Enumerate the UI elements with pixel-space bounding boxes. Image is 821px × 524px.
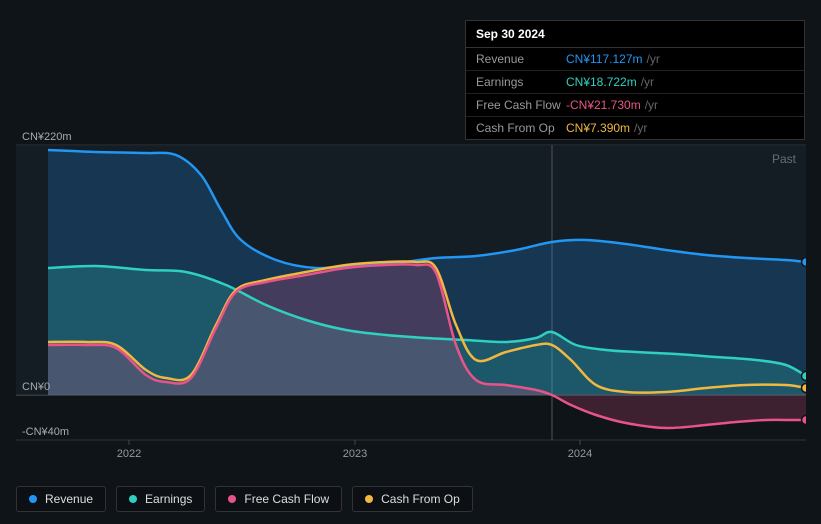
- tooltip-row-unit: /yr: [645, 98, 658, 112]
- x-axis-label: 2022: [117, 448, 141, 460]
- series-marker: [802, 416, 807, 425]
- legend-label: Cash From Op: [381, 492, 460, 506]
- tooltip-row-label: Free Cash Flow: [476, 98, 566, 112]
- tooltip-row-unit: /yr: [641, 75, 654, 89]
- chart-plot: [16, 120, 806, 450]
- chart-container: Past CN¥220mCN¥0-CN¥40m 202220232024: [16, 120, 806, 480]
- legend-dot: [129, 495, 137, 503]
- legend: Revenue Earnings Free Cash Flow Cash From O…: [16, 486, 473, 512]
- y-axis-label: -CN¥40m: [22, 426, 69, 438]
- series-marker: [802, 384, 807, 393]
- tooltip-row-label: Earnings: [476, 75, 566, 89]
- x-axis-label: 2023: [343, 448, 367, 460]
- x-axis-label: 2024: [568, 448, 592, 460]
- tooltip-row-value: -CN¥21.730m: [566, 98, 641, 112]
- tooltip-row-label: Revenue: [476, 52, 566, 66]
- tooltip-row-unit: /yr: [647, 52, 660, 66]
- legend-label: Earnings: [145, 492, 192, 506]
- legend-label: Free Cash Flow: [244, 492, 329, 506]
- tooltip-row: RevenueCN¥117.127m/yr: [466, 48, 804, 71]
- legend-label: Revenue: [45, 492, 93, 506]
- tooltip-date: Sep 30 2024: [466, 21, 804, 48]
- tooltip-row: Free Cash Flow-CN¥21.730m/yr: [466, 94, 804, 117]
- tooltip-row-value: CN¥18.722m: [566, 75, 637, 89]
- legend-dot: [29, 495, 37, 503]
- y-axis-label: CN¥0: [22, 381, 50, 393]
- y-axis-label: CN¥220m: [22, 131, 72, 143]
- series-marker: [802, 372, 807, 381]
- x-axis-labels: 2022 2023 2024: [16, 448, 806, 462]
- legend-dot: [365, 495, 373, 503]
- legend-item[interactable]: Cash From Op: [352, 486, 473, 512]
- tooltip-row-value: CN¥117.127m: [566, 52, 643, 66]
- legend-item[interactable]: Earnings: [116, 486, 205, 512]
- series-marker: [802, 258, 807, 267]
- legend-item[interactable]: Revenue: [16, 486, 106, 512]
- tooltip-row: EarningsCN¥18.722m/yr: [466, 71, 804, 94]
- legend-dot: [228, 495, 236, 503]
- legend-item[interactable]: Free Cash Flow: [215, 486, 342, 512]
